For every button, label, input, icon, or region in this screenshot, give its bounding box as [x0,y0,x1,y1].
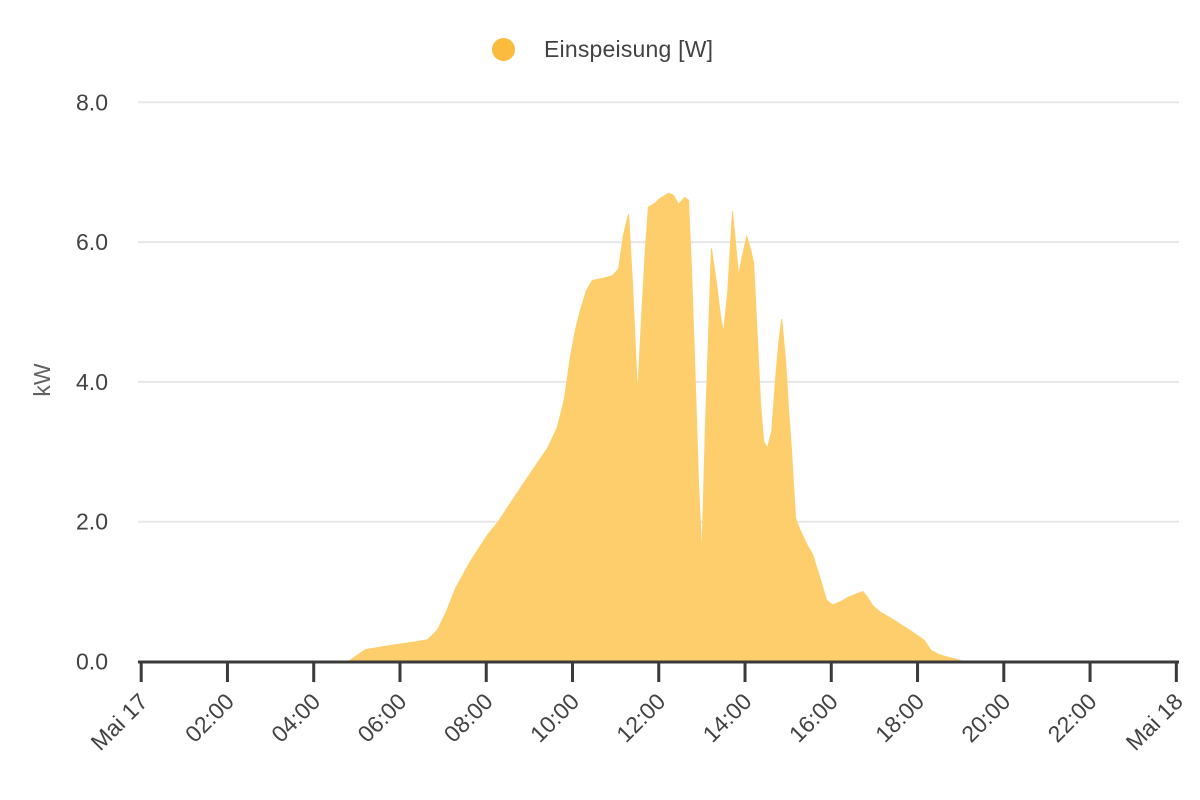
y-tick-labels: 0.0 2.0 4.0 6.0 8.0 [76,89,108,674]
x-tick-label: 08:00 [439,688,498,747]
y-tick-label: 6.0 [76,229,108,255]
x-tick-label: 02:00 [180,688,239,747]
x-tick-label: Mai 18 [1121,688,1188,755]
y-tick-label: 4.0 [76,369,108,395]
x-tick-label: 06:00 [352,688,411,747]
legend-label: Einspeisung [W] [544,36,714,62]
series-marker-icon [492,38,515,61]
x-tick-label: 10:00 [525,688,584,747]
x-tick-label: 16:00 [784,688,843,747]
x-axis [138,660,1179,682]
x-tick-label: 04:00 [266,688,325,747]
x-tick-label: 18:00 [870,688,929,747]
x-tick-label: 12:00 [611,688,670,747]
x-tick-labels: Mai 17 02:00 04:00 06:00 08:00 10:00 12:00 14:0… [86,688,1188,755]
y-axis-unit-group: kW [29,363,55,397]
area-series [346,192,964,662]
x-tick-label: 14:00 [697,688,756,747]
y-tick-label: 2.0 [76,509,108,535]
area-series-group [346,192,964,662]
y-axis-unit-label: kW [29,363,55,397]
x-tick-label: Mai 17 [86,688,153,755]
legend-item[interactable]: Einspeisung [W] [492,36,713,63]
y-tick-label: 0.0 [76,649,108,675]
x-tick-label: 20:00 [956,688,1015,747]
y-tick-label: 8.0 [76,89,108,115]
x-tick-label: 22:00 [1043,688,1102,747]
